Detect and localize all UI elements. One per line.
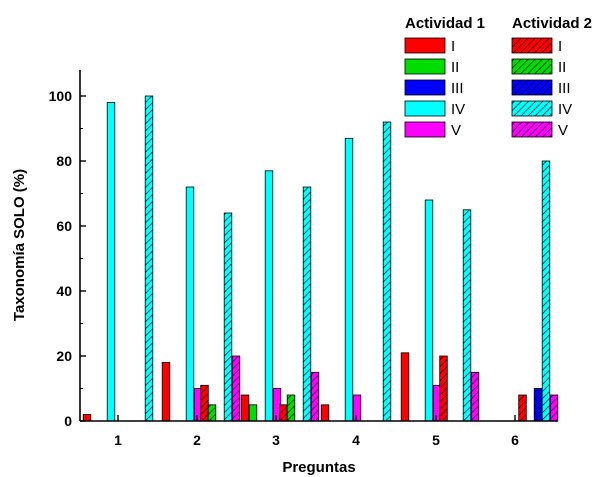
x-tick-label: 3 [272, 432, 280, 448]
bar-2-I-q3 [279, 404, 288, 422]
x-tick-label: 4 [352, 432, 360, 448]
bar-2-V-q5 [470, 371, 480, 422]
bar-1-V-q4 [352, 394, 362, 422]
x-tick-label: 1 [114, 432, 122, 448]
bar-1-I-q4 [320, 404, 330, 422]
x-tick-label: 2 [193, 432, 201, 448]
legend-swatch-2-I [511, 37, 553, 54]
x-tick-label: 5 [432, 432, 440, 448]
y-tick-label: 0 [64, 413, 72, 429]
bar-2-I-q5 [439, 355, 448, 422]
y-tick-label: 20 [56, 348, 72, 364]
axes-layer: 0 20 40 60 80 100 1 2 3 4 5 6 Preguntas Taxonomía SOL… [11, 70, 558, 476]
legend-label-1-I: I [451, 38, 455, 55]
y-tick-label: 80 [56, 153, 72, 169]
bar-2-IV-q3 [302, 186, 312, 422]
legend-label-1-IV: IV [451, 101, 465, 118]
bars-layer [82, 95, 559, 422]
bar-2-V-q2 [231, 355, 241, 422]
legend-label-2-II: II [558, 59, 566, 76]
legend-swatch-1-IV [404, 100, 446, 117]
legend-label-2-IV: IV [558, 101, 572, 118]
legend-swatch-2-III [511, 79, 553, 96]
legend-label-1-V: V [451, 122, 461, 139]
bar-1-I-q3 [240, 394, 250, 422]
legend-label-2-III: III [558, 80, 571, 97]
y-axis-title: Taxonomía SOLO (%) [11, 169, 28, 321]
bar-2-IV-q5 [462, 209, 472, 422]
bar-2-II-q2 [207, 404, 217, 422]
legend-swatch-2-IV [511, 100, 553, 117]
bar-1-II-q3 [248, 404, 258, 422]
bar-1-I-q2 [161, 362, 171, 422]
legend-swatch-1-III [404, 79, 446, 96]
legend-swatch-1-II [404, 58, 446, 75]
bar-2-I-q2 [200, 384, 209, 422]
y-tick-label: 60 [56, 218, 72, 234]
bar-2-IV-q2 [223, 212, 233, 422]
legend-label-2-I: I [558, 38, 562, 55]
bar-1-IV-q2 [185, 186, 195, 422]
bar-2-IV-q6 [541, 160, 551, 422]
bar-1-IV-q4 [344, 137, 354, 422]
legend-header-1: Actividad 1 [405, 15, 485, 32]
bar-2-III-q6 [533, 388, 543, 422]
bar-1-IV-q3 [264, 170, 274, 422]
bar-2-II-q3 [286, 394, 296, 422]
legend-swatch-2-II [511, 58, 553, 75]
bar-1-IV-q5 [424, 199, 434, 422]
bar-1-I-q1 [82, 414, 92, 422]
bar-1-I-q5 [400, 352, 410, 422]
legend-swatch-1-I [404, 37, 446, 54]
legend-label-2-V: V [558, 122, 568, 139]
legend-label-1-III: III [451, 80, 464, 97]
bar-2-I-q6 [518, 394, 527, 422]
bar-2-V-q6 [549, 394, 559, 422]
bar-2-IV-q1 [144, 95, 154, 422]
y-tick-label: 100 [49, 88, 73, 104]
bar-2-V-q3 [310, 371, 320, 422]
x-tick-label: 6 [511, 432, 519, 448]
bar-2-IV-q4 [382, 121, 392, 422]
x-axis-title: Preguntas [282, 459, 355, 476]
legend-swatch-2-V [511, 121, 553, 138]
y-tick-label: 40 [56, 283, 72, 299]
legend-header-2: Actividad 2 [512, 15, 592, 32]
legend-label-1-II: II [451, 59, 459, 76]
legend-swatch-1-V [404, 121, 446, 138]
bar-1-IV-q1 [106, 102, 116, 422]
